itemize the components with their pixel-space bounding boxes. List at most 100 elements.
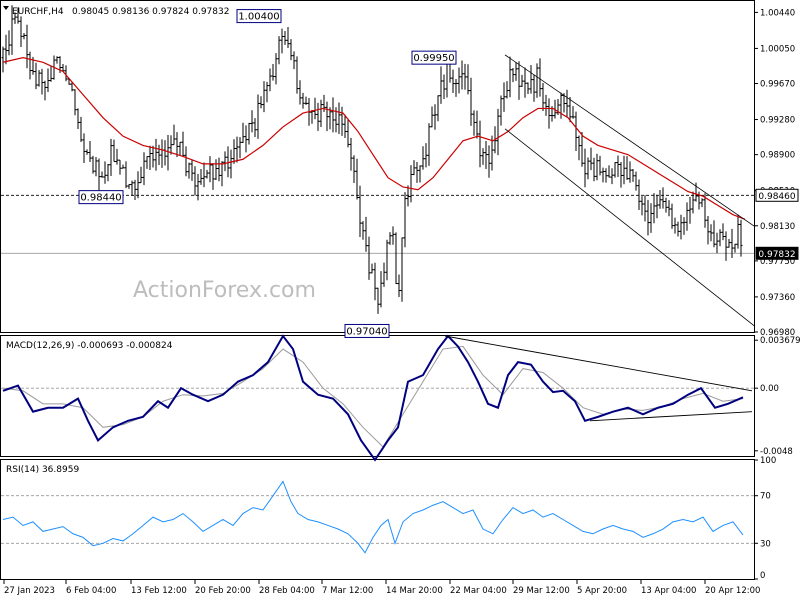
price-bar	[355, 158, 359, 200]
price-bar	[700, 198, 704, 208]
price-bar	[157, 144, 161, 166]
price-bar	[406, 185, 410, 207]
price-bar	[370, 263, 374, 274]
price-bar	[532, 74, 536, 102]
price-bar	[235, 136, 239, 163]
price-bar	[106, 164, 110, 182]
price-bar	[133, 179, 137, 201]
price-bar	[511, 68, 515, 83]
price-bar	[241, 122, 245, 143]
price-bar	[652, 193, 656, 224]
price-bar	[589, 147, 593, 171]
header: EURCHF,H4 0.98045 0.98136 0.97824 0.9783…	[3, 6, 229, 17]
price-bar	[166, 135, 170, 171]
price-axis-label: 1.00440	[760, 8, 795, 18]
price-bar	[229, 149, 233, 179]
price-bar	[709, 224, 713, 242]
price-bar	[91, 155, 95, 174]
price-bar	[670, 203, 674, 229]
price-bar	[385, 239, 389, 281]
price-bar	[109, 138, 113, 177]
price-bar	[205, 169, 209, 179]
price-bar	[604, 168, 608, 183]
price-bar	[352, 155, 356, 184]
price-bar	[484, 141, 488, 169]
price-bar	[481, 148, 485, 165]
price-callout: 1.00400	[236, 9, 282, 24]
price-bar	[586, 157, 590, 180]
price-bar	[313, 97, 317, 120]
price-bar	[379, 271, 383, 308]
price-bar	[712, 220, 716, 248]
rsi-axis-label: 70	[760, 492, 771, 502]
watermark: ActionForex.com	[133, 278, 316, 303]
price-bar	[523, 67, 527, 98]
price-bar	[28, 51, 32, 80]
price-bar	[667, 200, 671, 217]
price-bar	[103, 161, 107, 184]
price-axis-tag-text: 0.97832	[758, 250, 795, 260]
price-bar	[247, 122, 251, 145]
price-bar	[625, 156, 629, 180]
price-bar	[13, 12, 17, 24]
price-bar	[580, 131, 584, 167]
price-bar	[622, 155, 626, 185]
price-bar	[583, 148, 587, 188]
time-axis-label: 20 Feb 20:00	[195, 586, 251, 596]
price-bar	[430, 106, 434, 128]
price-callout-box	[411, 50, 457, 65]
price-bar	[520, 74, 524, 88]
price-bar	[223, 151, 227, 172]
price-bar	[487, 145, 491, 178]
price-bar	[289, 39, 293, 61]
price-bar	[631, 168, 635, 182]
price-bar	[196, 173, 200, 201]
price-bar	[496, 108, 500, 156]
rsi-axis-label: 100	[760, 456, 776, 466]
price-bar	[4, 34, 8, 65]
price-bar	[571, 106, 575, 119]
price-bar	[259, 96, 263, 109]
price-bar	[634, 171, 638, 191]
price-bar	[112, 139, 116, 163]
price-bar	[304, 96, 308, 105]
price-bar	[250, 110, 254, 133]
macd-trendline-lower	[589, 411, 753, 422]
price-bar	[175, 132, 179, 158]
price-bar	[55, 56, 59, 64]
dropdown-triangle-icon[interactable]	[3, 6, 9, 10]
price-bar	[397, 274, 401, 297]
price-bar	[34, 62, 38, 90]
rsi-axis-label: 0	[760, 571, 765, 581]
price-bar	[685, 202, 689, 231]
price-bar	[718, 229, 722, 247]
price-bar	[739, 219, 743, 257]
price-bar	[460, 60, 464, 90]
price-bar	[43, 80, 47, 101]
price-bar	[301, 92, 305, 109]
price-axis-label: 0.97750	[760, 257, 795, 267]
price-bar	[76, 108, 80, 129]
price-bar	[628, 161, 632, 183]
price-bar	[16, 7, 20, 24]
price-bar	[490, 135, 494, 171]
price-bar	[316, 102, 320, 131]
price-bar	[730, 228, 734, 258]
price-bar	[19, 16, 23, 48]
price-bar	[469, 77, 473, 126]
price-bar	[256, 94, 260, 139]
axis-layer: 1.004401.000500.996700.992800.989000.985…	[3, 8, 800, 596]
macd-panel-frame	[0, 335, 755, 457]
time-axis-label: 27 Jan 2023	[4, 586, 55, 596]
price-bar	[154, 138, 158, 171]
price-bar	[415, 162, 419, 183]
price-bar	[94, 157, 98, 177]
price-axis-label: 1.00050	[760, 44, 795, 54]
price-bar	[433, 104, 437, 130]
price-bar	[499, 95, 503, 126]
price-bar	[127, 184, 131, 189]
price-bar	[658, 189, 662, 209]
price-bar	[529, 65, 533, 94]
price-bar	[436, 95, 440, 122]
